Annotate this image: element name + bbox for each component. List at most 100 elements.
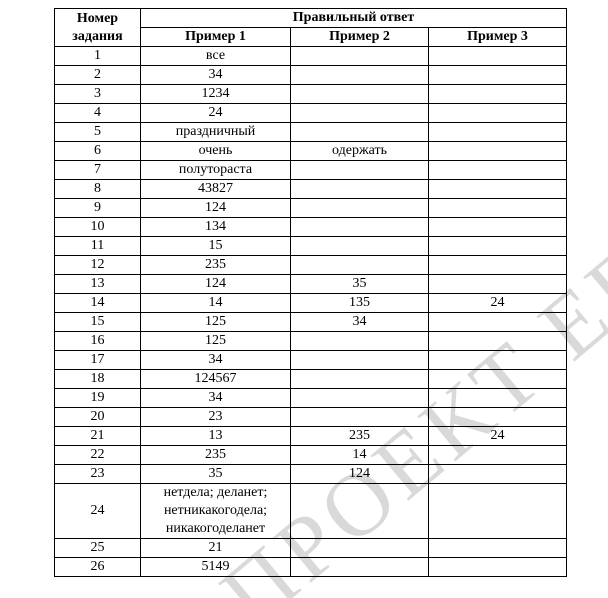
cell-example-2 <box>291 218 429 237</box>
cell-example-2 <box>291 66 429 85</box>
cell-example-3 <box>429 275 567 294</box>
table-row: 31234 <box>55 85 567 104</box>
cell-example-3 <box>429 408 567 427</box>
cell-task-number: 5 <box>55 123 141 142</box>
cell-example-1: праздничный <box>141 123 291 142</box>
cell-example-1: 5149 <box>141 558 291 577</box>
cell-example-2: 124 <box>291 465 429 484</box>
table-row: 1734 <box>55 351 567 370</box>
cell-example-1: 1234 <box>141 85 291 104</box>
cell-task-number: 10 <box>55 218 141 237</box>
cell-example-1: 125 <box>141 313 291 332</box>
cell-example-1: 14 <box>141 294 291 313</box>
cell-example-2: 235 <box>291 427 429 446</box>
cell-example-3 <box>429 237 567 256</box>
cell-example-3 <box>429 446 567 465</box>
cell-task-number: 8 <box>55 180 141 199</box>
table-row: 6оченьодержать <box>55 142 567 161</box>
cell-task-number: 2 <box>55 66 141 85</box>
cell-example-2 <box>291 161 429 180</box>
cell-example-2 <box>291 558 429 577</box>
answers-table: Номер задания Правильный ответ Пример 1 … <box>54 8 567 577</box>
cell-example-2: 135 <box>291 294 429 313</box>
cell-example-1: 35 <box>141 465 291 484</box>
cell-example-3 <box>429 66 567 85</box>
table-row: 2223514 <box>55 446 567 465</box>
cell-task-number: 19 <box>55 389 141 408</box>
cell-example-3 <box>429 389 567 408</box>
table-row: 12235 <box>55 256 567 275</box>
answers-tbody: 1все234312344245праздничный6оченьодержат… <box>55 47 567 577</box>
table-row: 1512534 <box>55 313 567 332</box>
header-correct-answer: Правильный ответ <box>141 9 567 28</box>
cell-task-number: 20 <box>55 408 141 427</box>
table-row: 9124 <box>55 199 567 218</box>
cell-example-1: очень <box>141 142 291 161</box>
cell-example-3 <box>429 370 567 389</box>
cell-task-number: 13 <box>55 275 141 294</box>
cell-example-2 <box>291 47 429 66</box>
cell-example-2 <box>291 539 429 558</box>
cell-task-number: 22 <box>55 446 141 465</box>
cell-task-number: 7 <box>55 161 141 180</box>
table-row: 2023 <box>55 408 567 427</box>
cell-example-3 <box>429 465 567 484</box>
cell-example-3 <box>429 123 567 142</box>
cell-example-2 <box>291 332 429 351</box>
header-example-2: Пример 2 <box>291 28 429 47</box>
table-row: 843827 <box>55 180 567 199</box>
cell-example-2 <box>291 351 429 370</box>
cell-example-1: 34 <box>141 351 291 370</box>
header-example-3: Пример 3 <box>429 28 567 47</box>
cell-example-3 <box>429 484 567 539</box>
cell-example-1: 13 <box>141 427 291 446</box>
cell-task-number: 21 <box>55 427 141 446</box>
cell-example-1: 43827 <box>141 180 291 199</box>
table-row: 141413524 <box>55 294 567 313</box>
cell-task-number: 24 <box>55 484 141 539</box>
cell-example-3 <box>429 85 567 104</box>
cell-example-2 <box>291 237 429 256</box>
cell-example-1: 24 <box>141 104 291 123</box>
cell-example-1: 15 <box>141 237 291 256</box>
cell-example-1: 21 <box>141 539 291 558</box>
cell-example-2: 14 <box>291 446 429 465</box>
header-example-1: Пример 1 <box>141 28 291 47</box>
cell-task-number: 6 <box>55 142 141 161</box>
cell-example-1: 125 <box>141 332 291 351</box>
cell-example-1: полутораста <box>141 161 291 180</box>
cell-example-2 <box>291 256 429 275</box>
table-row: 1115 <box>55 237 567 256</box>
cell-task-number: 18 <box>55 370 141 389</box>
header-task-number-line2: задания <box>72 29 122 44</box>
cell-example-3 <box>429 104 567 123</box>
table-row: 5праздничный <box>55 123 567 142</box>
cell-example-2 <box>291 104 429 123</box>
cell-example-1: 134 <box>141 218 291 237</box>
cell-task-number: 16 <box>55 332 141 351</box>
cell-example-2 <box>291 389 429 408</box>
cell-example-1: 124 <box>141 275 291 294</box>
cell-example-1: нетдела; деланет; нетникакогодела; никак… <box>141 484 291 539</box>
cell-example-1: 235 <box>141 446 291 465</box>
cell-example-2 <box>291 85 429 104</box>
table-row: 2335124 <box>55 465 567 484</box>
cell-example-2: 34 <box>291 313 429 332</box>
cell-task-number: 1 <box>55 47 141 66</box>
cell-example-3 <box>429 256 567 275</box>
cell-example-1: 34 <box>141 389 291 408</box>
cell-task-number: 26 <box>55 558 141 577</box>
table-row: 265149 <box>55 558 567 577</box>
header-task-number: Номер задания <box>55 9 141 47</box>
cell-example-2 <box>291 370 429 389</box>
cell-example-3 <box>429 180 567 199</box>
cell-task-number: 4 <box>55 104 141 123</box>
header-task-number-line1: Номер <box>77 11 118 26</box>
cell-task-number: 12 <box>55 256 141 275</box>
table-row: 211323524 <box>55 427 567 446</box>
cell-example-3 <box>429 218 567 237</box>
table-row: 24нетдела; деланет; нетникакогодела; ник… <box>55 484 567 539</box>
cell-task-number: 23 <box>55 465 141 484</box>
cell-example-3 <box>429 313 567 332</box>
table-row: 18124567 <box>55 370 567 389</box>
